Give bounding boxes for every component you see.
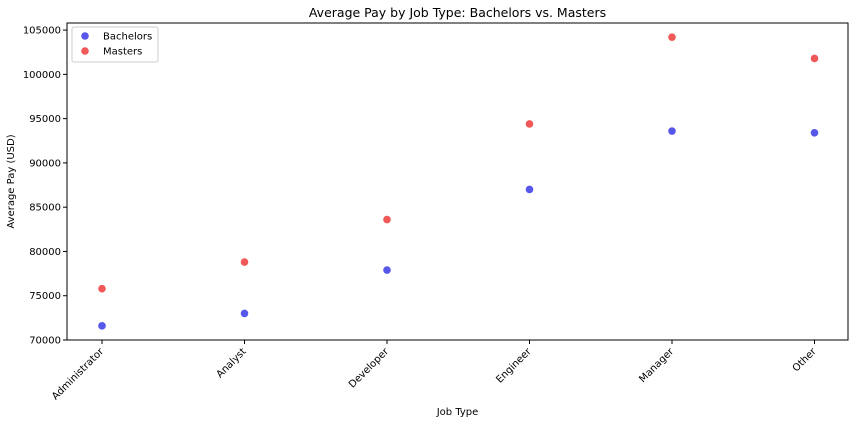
x-tick-label: Engineer [494,346,534,386]
x-tick-label: Other [791,346,819,374]
plot-area [66,22,849,341]
legend-label-bachelors: Bachelors [103,32,152,43]
legend-marker-bachelors [81,32,89,40]
y-tick-label: 95000 [29,114,61,125]
point-bachelors-administrator [98,322,106,330]
legend: Bachelors Masters [71,26,159,63]
x-axis: Administrator Analyst Developer Engineer Man… [50,340,819,402]
y-axis-label: Average Pay (USD) [6,134,17,228]
x-tick-label: Administrator [50,346,107,403]
point-masters-engineer [525,120,534,128]
point-bachelors-engineer [525,185,534,194]
point-bachelors-other [810,128,819,137]
y-tick-label: 105000 [23,26,61,37]
point-bachelors-developer [383,266,391,274]
point-masters-manager [668,33,676,41]
legend-frame [71,26,159,63]
point-masters-analyst [240,258,249,266]
data-points [98,33,819,330]
point-bachelors-analyst [240,309,249,318]
y-axis: 70000 75000 80000 85000 90000 95000 100000 1050… [23,26,67,347]
y-tick-label: 75000 [29,291,61,302]
x-tick-label: Analyst [215,346,249,380]
point-masters-administrator [98,284,106,293]
y-tick-label: 80000 [29,247,61,258]
legend-marker-masters [81,47,89,55]
y-tick-label: 90000 [29,158,61,169]
point-masters-other [810,54,819,63]
y-tick-label: 100000 [23,70,61,81]
x-tick-label: Developer [347,346,392,391]
point-masters-developer [383,215,391,224]
x-axis-label: Job Type [436,407,479,418]
y-tick-label: 85000 [29,203,61,214]
y-tick-label: 70000 [29,336,61,347]
legend-label-masters: Masters [103,47,142,58]
point-bachelors-manager [668,127,676,135]
chart-title: Average Pay by Job Type: Bachelors vs. M… [309,5,606,20]
x-tick-label: Manager [637,346,676,385]
